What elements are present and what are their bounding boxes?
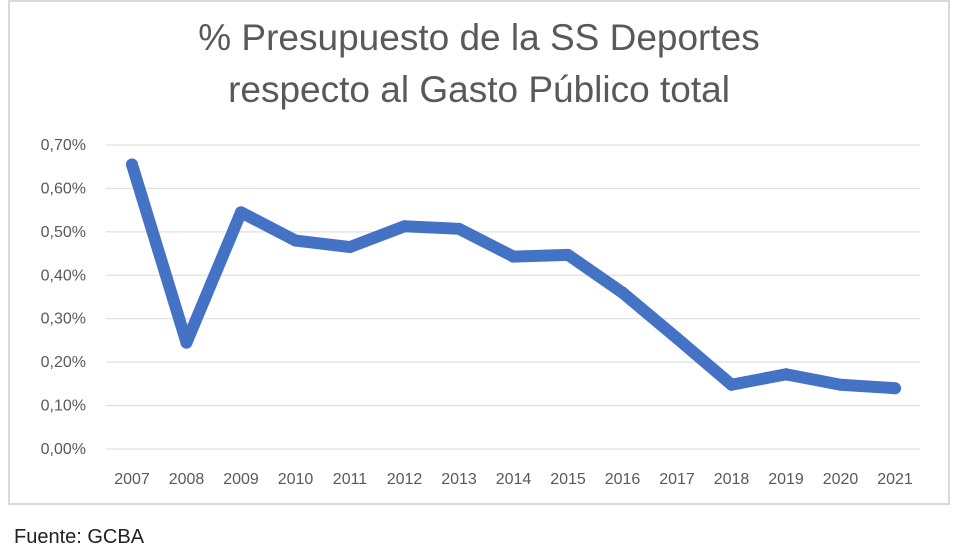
- x-tick-label: 2021: [877, 471, 913, 488]
- series-line: [126, 158, 901, 395]
- y-tick-label: 0,10%: [41, 398, 86, 415]
- x-axis-ticks: 2007 2008 2009 2010 2011 2012 2013 2014 2015 2016…: [114, 471, 913, 488]
- data-point: [725, 378, 738, 391]
- chart-title: % Presupuesto de la SS Deportes respecto…: [10, 12, 948, 116]
- x-tick-label: 2018: [714, 471, 750, 488]
- data-point: [671, 332, 683, 345]
- y-axis-ticks: 0,00% 0,10% 0,20% 0,30% 0,40% 0,50% 0,60% 0,70%: [41, 137, 86, 458]
- x-tick-label: 2009: [223, 471, 259, 488]
- x-tick-label: 2020: [823, 471, 859, 488]
- x-tick-label: 2015: [550, 471, 586, 488]
- y-tick-label: 0,20%: [41, 354, 86, 371]
- y-tick-label: 0,70%: [41, 137, 86, 154]
- data-point: [235, 206, 247, 219]
- y-tick-label: 0,50%: [41, 224, 86, 241]
- data-point: [398, 220, 411, 233]
- data-point: [889, 382, 901, 395]
- x-tick-label: 2013: [441, 471, 477, 488]
- x-tick-label: 2011: [333, 471, 368, 488]
- data-point: [289, 234, 302, 247]
- y-tick-label: 0,60%: [41, 180, 86, 197]
- series: [126, 158, 901, 395]
- x-tick-label: 2016: [605, 471, 641, 488]
- data-point: [344, 241, 356, 254]
- chart-title-line-2: respecto al Gasto Público total: [228, 68, 730, 110]
- chart-title-line-1: % Presupuesto de la SS Deportes: [198, 17, 760, 58]
- x-tick-label: 2017: [659, 471, 695, 488]
- data-point: [780, 368, 792, 381]
- x-tick-label: 2012: [387, 471, 423, 488]
- data-point: [616, 286, 629, 299]
- x-tick-label: 2010: [278, 471, 314, 488]
- x-tick-label: 2014: [496, 471, 532, 488]
- y-tick-label: 0,00%: [41, 441, 86, 458]
- data-point: [126, 158, 138, 171]
- data-point: [507, 250, 520, 263]
- x-tick-label: 2019: [768, 471, 804, 488]
- y-tick-label: 0,40%: [41, 267, 86, 284]
- x-tick-label: 2007: [114, 471, 150, 488]
- x-tick-label: 2008: [169, 471, 205, 488]
- gridlines: [106, 144, 920, 450]
- data-point: [834, 378, 847, 391]
- source-note: Fuente: GCBA: [14, 526, 145, 548]
- y-tick-label: 0,30%: [41, 311, 86, 328]
- data-point: [562, 248, 574, 261]
- data-point: [453, 222, 465, 235]
- data-point: [180, 336, 193, 349]
